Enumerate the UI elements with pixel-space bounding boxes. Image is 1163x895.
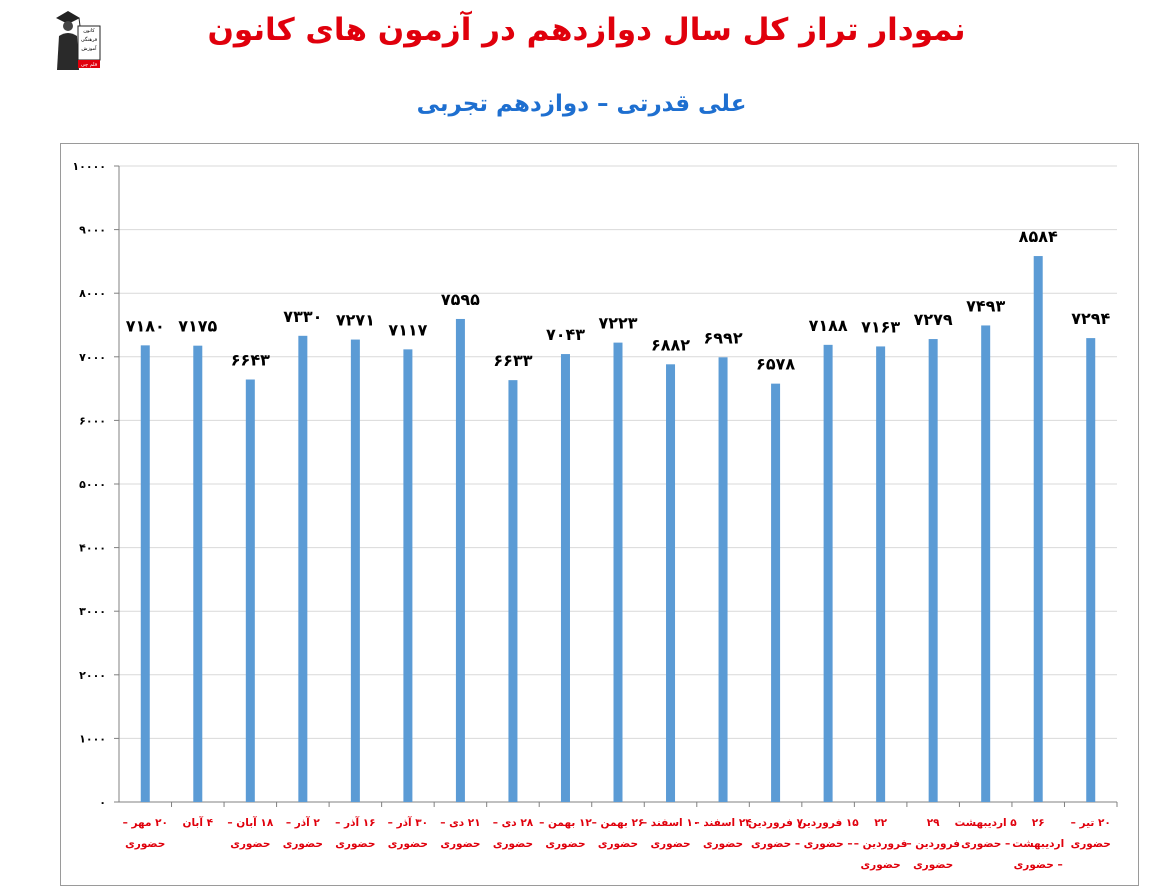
kanoon-logo: کانون فرهنگی آموزش قلم چی <box>56 11 101 70</box>
y-tick-label: ۷۰۰۰ <box>79 351 106 364</box>
category-label: ۲۴ اسفند – حضوری <box>694 817 752 850</box>
y-tick-label: ۸۰۰۰ <box>79 287 106 300</box>
logo-text: کانون <box>83 28 95 34</box>
category-label: ۲۶ بهمن – حضوری <box>592 817 645 850</box>
category-label: ۲۸ دی – حضوری <box>493 817 534 850</box>
bar <box>981 325 991 802</box>
category-label: ۲۰ مهر – حضوری <box>123 817 168 850</box>
chart-frame <box>60 143 1139 886</box>
bar <box>1086 338 1096 802</box>
category-label: ۵ اردیبهشت – حضوری <box>955 817 1018 850</box>
category-label: ۱۲ بهمن – حضوری <box>539 817 592 850</box>
logo-text: فرهنگی <box>81 36 98 43</box>
bar <box>508 380 518 802</box>
category-label: ۱۶ آذر – حضوری <box>335 816 375 850</box>
logo-text: آموزش <box>81 45 97 52</box>
data-label: ۷۲۷۹ <box>914 310 953 329</box>
bar <box>560 354 570 802</box>
logo-text: قلم چی <box>81 62 98 68</box>
data-label: ۶۹۹۲ <box>704 328 743 347</box>
category-label: ۱۸ آبان – حضوری <box>227 816 273 850</box>
category-label: ۱۰ اسفند – حضوری <box>642 817 699 850</box>
y-tick-label: ۵۰۰۰ <box>79 478 106 491</box>
bar <box>771 383 781 802</box>
y-tick-label: ۹۰۰۰ <box>79 224 106 237</box>
bar <box>403 349 413 802</box>
bar <box>613 342 623 802</box>
category-label: ۲۰ تیر – حضوری <box>1071 817 1111 850</box>
y-tick-label: ۳۰۰۰ <box>79 605 106 618</box>
data-label: ۷۱۷۵ <box>178 317 217 336</box>
data-label: ۷۲۷۱ <box>336 311 375 330</box>
data-label: ۷۰۴۳ <box>546 325 585 344</box>
data-label: ۶۵۷۸ <box>756 355 795 374</box>
category-label: ۷ فروردین – حضوری <box>748 817 803 850</box>
data-label: ۸۵۸۴ <box>1019 227 1058 246</box>
bar <box>245 379 255 802</box>
category-label: ۳۰ آذر – حضوری <box>388 816 428 850</box>
category-label: ۴ آبان <box>183 816 214 829</box>
bar <box>928 339 938 802</box>
data-label: ۶۸۸۲ <box>651 335 690 354</box>
data-label: ۷۵۹۵ <box>441 290 480 309</box>
category-label: ۲ آذر – حضوری <box>283 816 323 850</box>
data-label: ۷۱۸۸ <box>809 316 848 335</box>
bar <box>455 318 465 802</box>
category-label: ۲۶ اردیبهشت – حضوری <box>1012 817 1064 871</box>
data-label: ۷۲۹۴ <box>1071 309 1110 328</box>
data-label: ۷۳۳۰ <box>283 307 322 326</box>
data-label: ۷۲۲۳ <box>598 314 637 333</box>
data-label: ۷۱۱۷ <box>388 320 427 339</box>
data-label: ۷۱۸۰ <box>126 316 165 335</box>
bar <box>350 339 360 802</box>
y-tick-label: ۱۰۰۰ <box>79 732 106 745</box>
y-tick-label: ۱۰۰۰۰ <box>72 160 106 173</box>
y-tick-label: ۰ <box>99 796 106 809</box>
bar <box>298 335 308 802</box>
bar <box>193 345 203 802</box>
category-label: ۲۱ دی – حضوری <box>440 817 480 850</box>
data-label: ۷۱۶۳ <box>861 317 900 336</box>
data-label: ۶۶۴۳ <box>231 351 270 370</box>
y-tick-label: ۲۰۰۰ <box>79 669 106 682</box>
bar <box>823 344 833 802</box>
bar <box>1033 256 1043 802</box>
data-label: ۶۶۳۳ <box>493 351 532 370</box>
bar <box>666 364 676 802</box>
category-label: ۲۹ فروردین – حضوری <box>906 817 960 871</box>
category-label: ۲۲ فروردین – حضوری <box>854 817 908 871</box>
y-tick-label: ۶۰۰۰ <box>79 414 106 427</box>
bar <box>718 357 728 802</box>
y-tick-label: ۴۰۰۰ <box>79 542 106 555</box>
bar <box>140 345 150 802</box>
page-title: نمودار تراز کل سال دوازدهم در آزمون های … <box>207 12 966 48</box>
bar <box>876 346 886 802</box>
page-subtitle: علی قدرتی – دوازدهم تجربی <box>416 91 747 117</box>
data-label: ۷۴۹۳ <box>966 296 1005 315</box>
category-label: ۱۵ فروردین – حضوری <box>797 817 859 850</box>
